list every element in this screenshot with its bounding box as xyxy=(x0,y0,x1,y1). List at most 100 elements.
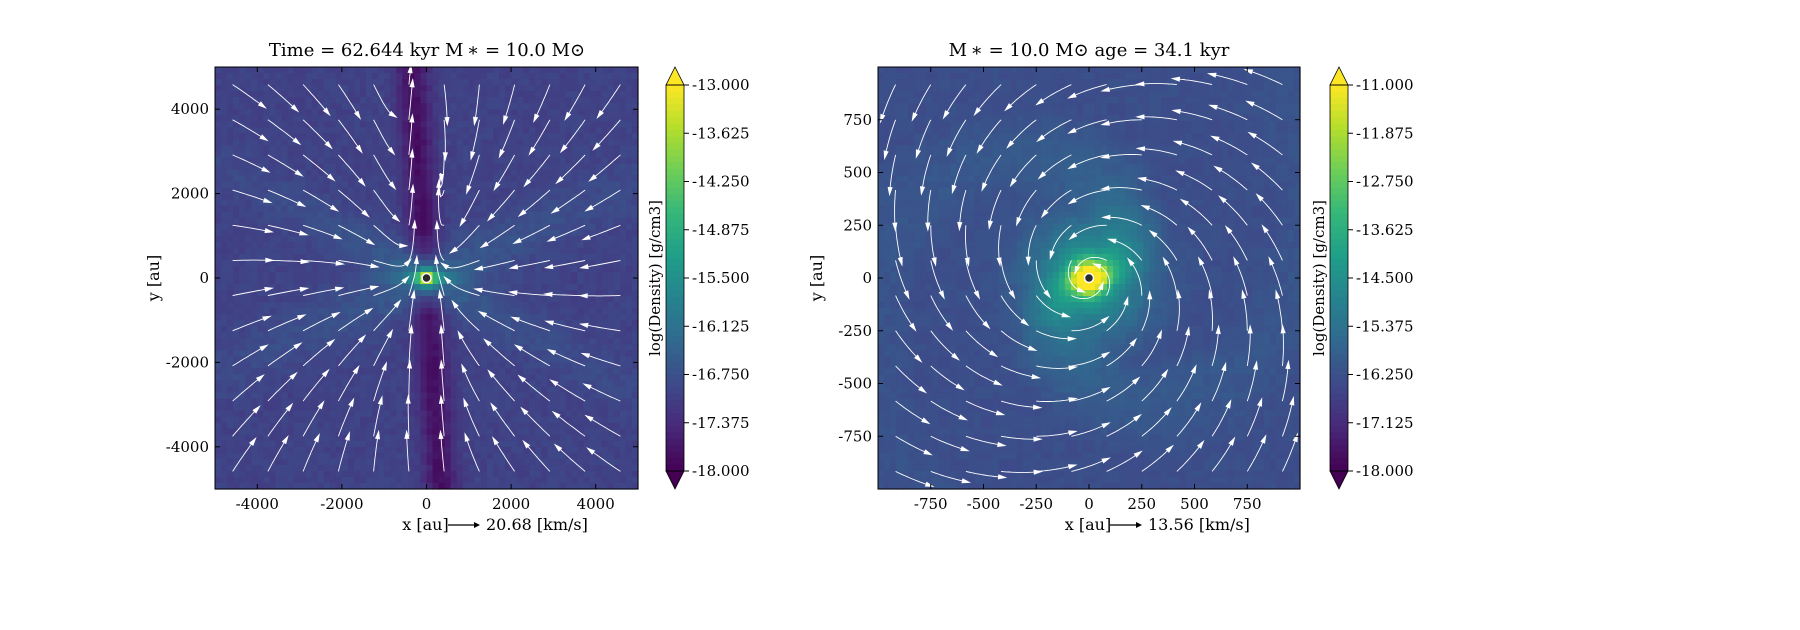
streamline-arrow xyxy=(1020,318,1030,327)
streamline-arrow xyxy=(1067,197,1077,205)
streamline xyxy=(1211,73,1248,86)
streamline-arrow xyxy=(410,289,416,299)
streamline-arrow xyxy=(1035,98,1045,106)
streamline xyxy=(952,154,967,190)
streamline xyxy=(1242,293,1248,331)
streamline xyxy=(489,189,515,219)
x-axis-label: x [au] xyxy=(402,515,448,534)
streamline-arrow xyxy=(296,200,307,207)
streamline xyxy=(930,470,967,483)
streamline xyxy=(1139,83,1177,86)
velocity-key-label: 20.68 [km/s] xyxy=(486,515,588,534)
colorbar-tick-label: -11.000 xyxy=(1356,76,1414,94)
streamline xyxy=(302,372,327,402)
streamline xyxy=(916,119,932,155)
streamline-arrow xyxy=(923,449,933,456)
colorbar-tick-label: -17.375 xyxy=(692,414,750,432)
streamline-arrow xyxy=(386,328,394,339)
streamline xyxy=(1071,458,1107,472)
streamline xyxy=(1072,224,1107,238)
streamline-arrow xyxy=(1061,312,1071,318)
streamline-arrow xyxy=(579,264,589,270)
streamline xyxy=(516,224,551,243)
colorbar-tick-label: -11.875 xyxy=(1356,124,1414,142)
streamline xyxy=(1141,372,1166,402)
streamline-arrow xyxy=(411,219,417,229)
streamline xyxy=(467,154,480,191)
streamline xyxy=(490,372,515,402)
streamline-arrow xyxy=(1172,140,1183,146)
streamline-arrow xyxy=(324,140,333,150)
velocity-key-arrowhead xyxy=(474,522,480,528)
streamline-arrow xyxy=(989,350,999,358)
streamline xyxy=(583,324,621,332)
streamline xyxy=(373,434,379,472)
streamline-arrow xyxy=(409,183,415,193)
streamline-arrow xyxy=(405,394,411,404)
streamline xyxy=(438,154,445,187)
streamline-arrow xyxy=(997,474,1008,480)
streamline-arrow xyxy=(582,383,592,390)
streamline xyxy=(439,294,445,331)
streamline-arrow xyxy=(903,290,910,300)
streamline xyxy=(1036,465,1073,472)
streamline xyxy=(302,437,319,472)
streamline-arrow xyxy=(459,217,467,227)
streamline xyxy=(1050,224,1072,256)
streamline-arrow xyxy=(334,286,345,292)
colorbar-tick-label: -13.000 xyxy=(692,76,750,94)
colorbar-extend-min xyxy=(665,470,685,490)
streamline xyxy=(267,344,299,367)
x-tick-label: -4000 xyxy=(236,495,279,513)
streamline xyxy=(1106,416,1139,437)
streamline xyxy=(512,291,550,297)
y-tick-label: -750 xyxy=(838,427,872,445)
streamline-arrow xyxy=(921,417,931,425)
streamline-arrow xyxy=(281,435,289,445)
streamline xyxy=(1071,423,1107,437)
streamline-arrow xyxy=(354,110,361,120)
streamline xyxy=(373,224,404,247)
streamline-arrow xyxy=(1027,345,1038,351)
streamline-arrow xyxy=(1268,256,1275,266)
streamline xyxy=(1183,201,1213,226)
streamline-arrow xyxy=(322,107,331,117)
streamline-arrow xyxy=(473,116,479,127)
streamline xyxy=(550,224,586,241)
streamline-arrow xyxy=(335,260,345,266)
x-tick-label: 0 xyxy=(422,495,432,513)
streamline xyxy=(523,409,551,437)
streamline-arrow xyxy=(299,230,309,236)
streamline-arrow xyxy=(957,221,963,232)
streamline-arrow xyxy=(533,113,540,123)
streamline xyxy=(1075,256,1107,271)
streamline xyxy=(930,295,951,328)
streamline xyxy=(1105,84,1142,91)
streamline xyxy=(1214,137,1248,156)
streamline-arrow xyxy=(409,113,415,123)
streamline-arrow xyxy=(329,204,340,212)
streamline xyxy=(461,189,480,223)
streamline xyxy=(1176,368,1196,402)
streamline-arrow xyxy=(596,110,604,119)
streamline xyxy=(591,154,621,180)
streamline-arrow xyxy=(461,363,468,373)
streamline xyxy=(930,400,964,419)
streamline-arrow xyxy=(1260,434,1267,444)
streamline xyxy=(1071,285,1103,300)
streamline xyxy=(504,84,516,121)
streamline-arrow xyxy=(1280,324,1286,334)
streamline-arrow xyxy=(993,379,1003,386)
streamline xyxy=(514,317,551,332)
streamline-arrow xyxy=(1196,439,1205,449)
streamline-arrow xyxy=(1016,216,1022,227)
x-tick-label: -2000 xyxy=(320,495,363,513)
streamline xyxy=(440,364,445,402)
streamline xyxy=(1007,84,1037,109)
colorbar-tick-label: -15.500 xyxy=(692,269,750,287)
streamline xyxy=(486,341,515,367)
streamline-arrow xyxy=(261,166,271,173)
streamline xyxy=(1176,294,1180,331)
streamline xyxy=(1248,70,1283,86)
streamline-arrow xyxy=(1241,289,1247,299)
